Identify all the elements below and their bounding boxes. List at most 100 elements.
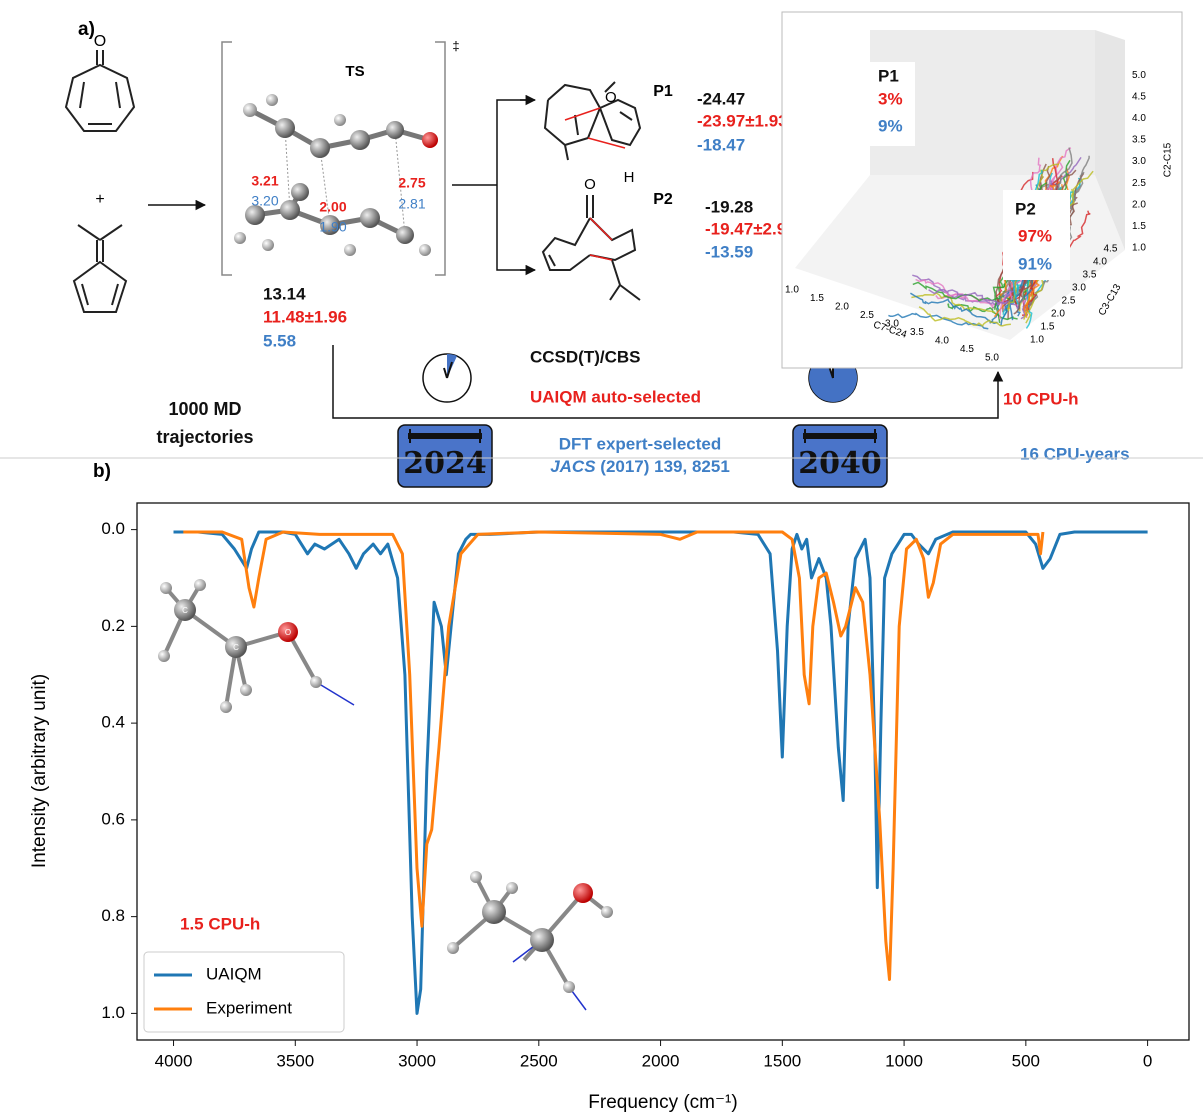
axes: 4000 3500 3000 2500 2000 1500 1000 500 0 0.0 0.2 0.… xyxy=(101,519,1152,1070)
tick-label: 4.5 xyxy=(1104,244,1118,255)
product-label: P1 xyxy=(878,66,899,85)
series xyxy=(173,530,1148,1015)
tick-label: 2.5 xyxy=(860,310,874,321)
year: 2024 xyxy=(403,446,487,481)
tick-label: 1.5 xyxy=(1132,221,1146,232)
y-axis-label: Intensity (arbitrary unit) xyxy=(29,674,50,868)
trajectory xyxy=(928,288,1019,309)
y-tick-label: 0.8 xyxy=(101,906,125,925)
tick-label: 4.0 xyxy=(1093,257,1107,268)
x-tick-label: 1000 xyxy=(885,1051,923,1070)
ratio: 91% xyxy=(1018,254,1052,273)
trajectory xyxy=(918,306,1011,327)
tick-label: 2.5 xyxy=(1132,178,1146,189)
plus: + xyxy=(95,191,104,208)
tick-label: 2.0 xyxy=(1132,199,1146,210)
ratio: 97% xyxy=(1018,226,1052,245)
x-tick-label: 500 xyxy=(1012,1051,1040,1070)
x-tick-label: 3000 xyxy=(398,1051,436,1070)
method: UAIQM auto-selected xyxy=(530,387,701,406)
clock xyxy=(422,353,472,403)
tick-label: 1.0 xyxy=(1132,243,1146,254)
annotation: 1.5 CPU-h xyxy=(180,914,260,933)
tick-label: 3.0 xyxy=(885,319,899,330)
energy: -13.59 xyxy=(705,242,753,261)
energy: -19.47±2.91 xyxy=(705,219,796,238)
trajectory xyxy=(910,292,998,325)
energy: -23.97±1.93 xyxy=(697,111,788,130)
distance: 2.75 xyxy=(398,175,425,191)
tick-label: 4.0 xyxy=(1132,113,1146,124)
legend-box xyxy=(143,951,345,1033)
atom-label: C xyxy=(182,606,188,615)
p1-label: P1 xyxy=(653,83,673,100)
y-tick-label: 0.4 xyxy=(101,713,125,732)
distance: 3.21 xyxy=(251,173,278,189)
trajectory xyxy=(911,292,996,314)
dagger: ‡ xyxy=(452,38,459,53)
md-text: 1000 MD xyxy=(168,399,241,419)
calendar: 2040 xyxy=(792,424,888,488)
timeline xyxy=(332,345,1004,419)
molecule: C C O xyxy=(158,579,355,713)
x-tick-label: 0 xyxy=(1143,1051,1152,1070)
tick-label: 3.0 xyxy=(1132,156,1146,167)
fulvene xyxy=(72,224,128,313)
panel-label: b) xyxy=(93,461,111,482)
atom-label: O xyxy=(94,33,106,50)
tick-label: 2.0 xyxy=(835,302,849,313)
legend: UAIQM Experiment xyxy=(143,951,345,1033)
axis-label: C2-C15 xyxy=(1163,142,1174,177)
y-tick-label: 1.0 xyxy=(101,1003,125,1022)
tick-label: 4.0 xyxy=(935,336,949,347)
md-text: trajectories xyxy=(156,427,253,447)
energy: 5.58 xyxy=(263,331,296,350)
tropone: O xyxy=(64,33,136,132)
cost: 16 CPU-years xyxy=(1020,444,1130,463)
x-tick-label: 1500 xyxy=(763,1051,801,1070)
line xyxy=(183,530,1045,981)
legend-label: UAIQM xyxy=(206,964,262,983)
tick-label: 1.5 xyxy=(1041,322,1055,333)
trajectory xyxy=(915,278,991,303)
atom-label: O xyxy=(584,176,596,193)
panel-a: a) O + TS xyxy=(64,11,1183,488)
atom-label: H xyxy=(624,169,635,186)
tick-label: 4.5 xyxy=(960,344,974,355)
atom-label: C xyxy=(233,643,239,652)
tick-label: 3.5 xyxy=(1083,270,1097,281)
p2-label: P2 xyxy=(653,191,673,208)
ts-label: TS xyxy=(345,63,364,80)
distance: 3.20 xyxy=(251,193,278,209)
x-axis-label: Frequency (cm⁻¹) xyxy=(588,1092,737,1113)
calendar: 2024 xyxy=(397,424,493,488)
tick-label: 2.0 xyxy=(1051,309,1065,320)
ratio: 9% xyxy=(878,116,903,135)
panel-label: a) xyxy=(78,19,95,40)
atom-label: O xyxy=(605,89,617,106)
product-label: P2 xyxy=(1015,199,1036,218)
tick-label: 3.5 xyxy=(1132,135,1146,146)
journal: JACS xyxy=(550,457,596,476)
citation: JACS (2017) 139, 8251 xyxy=(550,457,730,476)
energy: -24.47 xyxy=(697,89,745,108)
p2-structure: O xyxy=(541,176,641,301)
tick-label: 1.0 xyxy=(785,285,799,296)
y-tick-label: 0.2 xyxy=(101,616,125,635)
tick-label: 3.5 xyxy=(910,327,924,338)
ts-structure xyxy=(221,41,446,276)
panel-b: b) 4000 3500 3000 2500 2000 1500 1000 500 0 0.0 0.… xyxy=(29,461,1190,1113)
reference: (2017) 139, 8251 xyxy=(596,457,730,476)
tick-label: 1.0 xyxy=(1030,335,1044,346)
energy: 13.14 xyxy=(263,284,306,303)
p1-structure: O H xyxy=(543,81,642,186)
ratio: 3% xyxy=(878,89,903,108)
branch-line xyxy=(452,99,533,271)
x-tick-label: 3500 xyxy=(276,1051,314,1070)
energy: 11.48±1.96 xyxy=(263,307,347,326)
tick-label: 1.5 xyxy=(810,293,824,304)
distance: 2.00 xyxy=(319,199,346,215)
trajectory xyxy=(888,312,989,330)
